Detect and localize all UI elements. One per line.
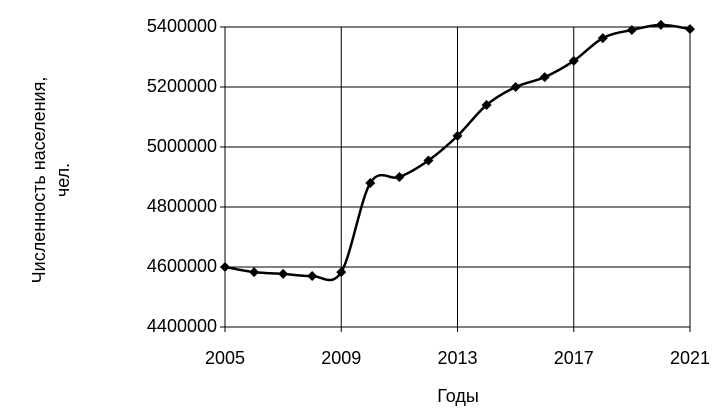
marker	[220, 262, 230, 272]
x-tick-label: 2013	[437, 348, 477, 368]
marker	[510, 82, 521, 92]
x-tick-label: 2021	[670, 348, 710, 368]
x-tick-label: 2009	[321, 348, 361, 368]
marker	[278, 268, 289, 279]
y-axis-label: чел.	[53, 163, 73, 197]
marker	[568, 55, 579, 66]
x-tick-label: 2017	[554, 348, 594, 368]
x-tick-label: 2005	[205, 348, 245, 368]
y-axis-label: Численность населения,	[29, 77, 49, 284]
marker	[597, 33, 608, 44]
marker	[655, 19, 666, 30]
marker	[365, 178, 376, 188]
plot-border	[224, 26, 691, 328]
marker	[481, 100, 492, 110]
y-tick-label: 5000000	[147, 136, 217, 156]
x-axis-label: Годы	[437, 386, 479, 406]
marker	[452, 130, 463, 141]
marker	[336, 267, 347, 278]
marker	[626, 25, 637, 35]
y-tick-label: 4800000	[147, 196, 217, 216]
marker	[423, 155, 434, 166]
marker	[394, 172, 405, 182]
marker	[307, 271, 318, 281]
y-tick-label: 5200000	[147, 76, 217, 96]
y-tick-label: 4400000	[147, 316, 217, 336]
y-tick-label: 4600000	[147, 256, 217, 276]
marker	[539, 72, 550, 83]
y-tick-label: 5400000	[147, 16, 217, 36]
marker	[685, 24, 695, 35]
marker	[249, 267, 260, 278]
